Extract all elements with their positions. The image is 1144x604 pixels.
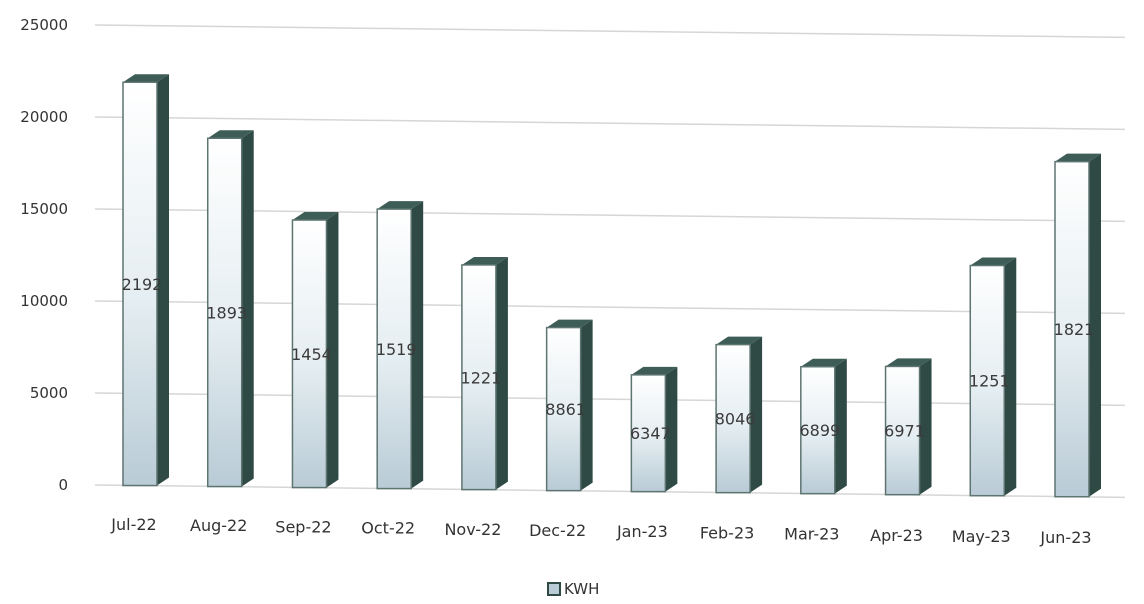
bar-top-Nov-22 xyxy=(461,256,508,265)
data-label-Dec-22: 8861 xyxy=(545,400,586,419)
data-label-Sep-22: 1454 xyxy=(291,345,332,364)
y-tick-label: 15000 xyxy=(20,200,68,218)
bar-top-May-23 xyxy=(970,257,1017,266)
bar-top-Jan-23 xyxy=(631,366,678,375)
x-tick-label-Apr-23: Apr-23 xyxy=(870,526,923,545)
x-tick-label-Feb-23: Feb-23 xyxy=(700,523,754,542)
bar-side-Jan-23 xyxy=(665,366,678,492)
bar-side-Jun-23 xyxy=(1089,153,1101,497)
data-label-Aug-22: 1893 xyxy=(206,303,247,322)
bar-May-23 xyxy=(969,264,1006,497)
gridline-20000 xyxy=(94,116,1126,131)
y-axis-ticks: 0 5000 10000 15000 20000 25000 xyxy=(20,16,68,494)
x-tick-label-Aug-22: Aug-22 xyxy=(190,516,247,535)
bar-side-Aug-22 xyxy=(241,130,254,487)
data-label-Feb-23: 8046 xyxy=(715,410,756,429)
x-tick-label-Dec-22: Dec-22 xyxy=(529,521,586,540)
gridline-25000 xyxy=(94,24,1126,39)
x-tick-label-Jun-23: Jun-23 xyxy=(1039,528,1091,547)
y-tick-label: 5000 xyxy=(30,384,68,402)
bar-top-Jul-22 xyxy=(123,74,169,83)
data-labels: 2192 1893 1454 1519 1221 8861 6347 8046 6899 6971… xyxy=(122,275,1095,443)
data-label-Jul-22: 2192 xyxy=(122,275,163,294)
bar-side-Dec-22 xyxy=(580,319,593,491)
bar-side-Sep-22 xyxy=(326,212,339,488)
legend: KWH xyxy=(547,580,599,598)
bar-top-Feb-23 xyxy=(716,336,763,345)
bar-side-Apr-23 xyxy=(919,358,932,495)
bar-top-Apr-23 xyxy=(885,358,932,367)
gridline-0 xyxy=(94,484,1126,499)
bar-side-Nov-22 xyxy=(495,256,508,490)
y-tick-label: 10000 xyxy=(20,292,68,310)
x-tick-label-Sep-22: Sep-22 xyxy=(275,517,331,536)
legend-label-kwh: KWH xyxy=(564,580,599,598)
bar-Aug-22 xyxy=(206,137,243,488)
bar-Jan-23 xyxy=(630,374,667,493)
x-tick-label-Jul-22: Jul-22 xyxy=(110,515,156,534)
data-label-May-23: 1251 xyxy=(969,372,1010,391)
bar-Feb-23 xyxy=(715,343,751,494)
data-label-Jun-23: 1821 xyxy=(1054,320,1095,339)
bars xyxy=(122,74,1101,498)
y-tick-label: 20000 xyxy=(20,108,68,126)
bar-Oct-22 xyxy=(376,208,412,490)
bar-side-Oct-22 xyxy=(411,201,424,489)
gridlines xyxy=(94,24,1126,499)
x-axis-ticks: Jul-22 Aug-22 Sep-22 Oct-22 Nov-22 Dec-22 Jan-… xyxy=(110,515,1091,547)
data-label-Jan-23: 6347 xyxy=(630,424,671,443)
bar-side-May-23 xyxy=(1004,257,1017,496)
bar-side-Jul-22 xyxy=(157,74,169,486)
y-tick-label: 25000 xyxy=(20,16,68,34)
x-tick-label-Nov-22: Nov-22 xyxy=(444,520,501,539)
bar-top-Aug-22 xyxy=(207,130,254,139)
data-label-Nov-22: 1221 xyxy=(461,368,502,387)
bar-Sep-22 xyxy=(291,219,328,489)
bar-top-Oct-22 xyxy=(377,201,424,210)
data-label-Oct-22: 1519 xyxy=(376,340,417,359)
bar-top-Mar-23 xyxy=(800,358,847,367)
bar-side-Feb-23 xyxy=(750,336,763,493)
bar-side-Mar-23 xyxy=(834,358,847,494)
bar-Apr-23 xyxy=(884,365,921,496)
x-tick-label-Mar-23: Mar-23 xyxy=(784,525,839,544)
y-tick-label: 0 xyxy=(58,476,68,494)
data-label-Mar-23: 6899 xyxy=(799,421,840,440)
x-tick-label-Jan-23: Jan-23 xyxy=(616,522,668,541)
bar-Dec-22 xyxy=(545,326,582,492)
gridline-5000 xyxy=(94,392,1126,407)
legend-swatch-kwh xyxy=(547,582,561,596)
bar-Jun-23 xyxy=(1054,160,1090,498)
bar-top-Dec-22 xyxy=(546,319,593,328)
x-tick-label-Oct-22: Oct-22 xyxy=(361,519,415,538)
x-tick-label-May-23: May-23 xyxy=(952,527,1011,546)
bar-top-Sep-22 xyxy=(292,212,339,221)
bar-Jul-22 xyxy=(122,81,158,487)
data-label-Apr-23: 6971 xyxy=(884,422,925,441)
bar-Nov-22 xyxy=(461,264,497,491)
gridline-15000 xyxy=(94,208,1126,223)
gridline-10000 xyxy=(94,300,1126,315)
bar-top-Jun-23 xyxy=(1055,153,1101,162)
bar-Mar-23 xyxy=(800,365,836,495)
